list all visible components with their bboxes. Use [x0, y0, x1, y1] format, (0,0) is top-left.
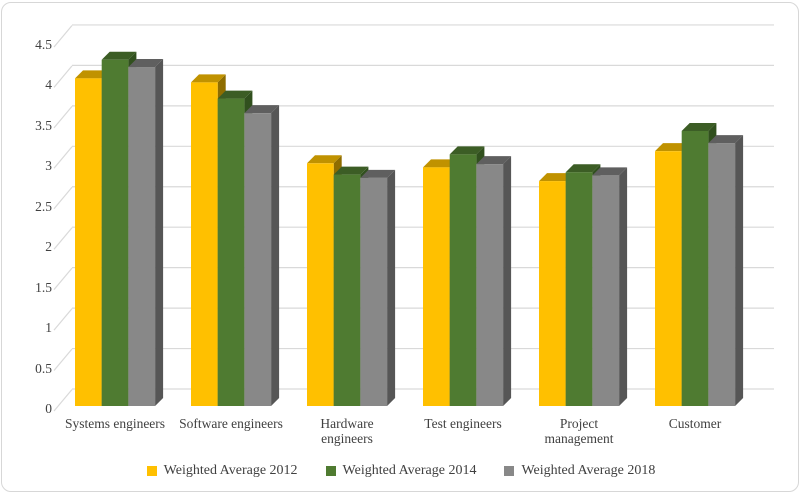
bar-side [619, 167, 628, 406]
bar-front [708, 143, 736, 406]
axis-depth-tick [53, 348, 73, 371]
bar-weighted-average-2018-3 [476, 156, 512, 406]
bar-top [565, 164, 601, 173]
bar-top [592, 167, 628, 176]
bar-front [565, 172, 593, 406]
bar-front [128, 67, 156, 407]
category-label: Software engineers [179, 416, 283, 431]
y-tick-label: 4.5 [35, 36, 52, 52]
bar-top [75, 70, 110, 79]
bar-top [655, 143, 690, 152]
axis-depth-tick [53, 267, 73, 291]
y-tick-label: 1 [45, 320, 52, 336]
axis-depth-tick [53, 65, 73, 88]
bar-front [655, 151, 682, 406]
bar-front [191, 82, 218, 407]
bar-side [155, 59, 164, 407]
axis-depth-tick [53, 25, 73, 48]
legend-swatch-icon [504, 466, 515, 476]
legend-label: Weighted Average 2014 [342, 463, 477, 478]
bar-top [539, 173, 574, 182]
axis-depth-tick [53, 308, 73, 331]
category-label: Test engineers [424, 416, 502, 431]
bar-front [75, 78, 102, 406]
bar-weighted-average-2018-5 [708, 135, 744, 406]
axis-depth-tick [53, 389, 73, 412]
bar-top [449, 146, 485, 155]
bar-side [503, 156, 512, 406]
bar-front [101, 59, 129, 407]
bar-top [128, 59, 164, 68]
bar-top [217, 90, 253, 99]
category-label: Customer [668, 416, 722, 431]
bar-weighted-average-2018-4 [592, 167, 628, 406]
axis-depth-tick [53, 146, 73, 169]
legend-item: Weighted Average 2018 [504, 463, 655, 479]
bar-top [307, 155, 342, 164]
bar-front [307, 163, 334, 406]
bar-front [360, 177, 388, 406]
bar-top [681, 122, 717, 131]
y-tick-label: 3 [45, 158, 52, 174]
bar-top [191, 74, 226, 83]
y-tick-label: 2 [45, 239, 52, 255]
legend-item: Weighted Average 2012 [146, 463, 298, 479]
y-tick-label: 0.5 [35, 360, 52, 376]
bar-weighted-average-2018-2 [360, 169, 396, 406]
bar-front [333, 174, 361, 406]
bar-top [708, 135, 744, 144]
bar-weighted-average-2018-1 [244, 105, 280, 406]
legend-label: Weighted Average 2012 [163, 463, 298, 478]
bar-front [681, 130, 709, 406]
axis-depth-tick [53, 186, 73, 210]
bar-top [423, 159, 458, 168]
legend-swatch-icon [325, 466, 336, 476]
bar-side [735, 135, 744, 406]
bar-top [476, 156, 512, 165]
axis-depth-tick [53, 227, 73, 250]
bar-top [360, 169, 396, 178]
category-label: Hardware engineers [320, 416, 374, 446]
bar-front [423, 167, 450, 406]
bar-front [539, 181, 566, 406]
legend-label: Weighted Average 2018 [521, 463, 656, 478]
bar-weighted-average-2018-0 [128, 59, 164, 407]
legend: Weighted Average 2012 Weighted Average 20… [2, 460, 798, 482]
bar-top [101, 51, 137, 60]
bar-front [217, 98, 245, 406]
y-tick-label: 1.5 [35, 279, 52, 295]
y-tick-label: 2.5 [35, 198, 52, 214]
bar-side [271, 105, 280, 406]
category-label: Systems engineers [64, 416, 166, 431]
bar-front [592, 175, 620, 406]
axis-depth-tick [53, 105, 73, 129]
legend-swatch-icon [146, 466, 157, 476]
bar-top [244, 105, 280, 114]
plot-area [53, 24, 774, 412]
y-tick-label: 3.5 [35, 117, 52, 133]
y-tick-label: 0 [45, 401, 52, 416]
bar-side [387, 169, 396, 406]
bar-top [333, 166, 369, 175]
bar-front [476, 164, 504, 406]
category-label: Project management [544, 416, 614, 446]
bar-front [449, 154, 477, 406]
legend-item: Weighted Average 2014 [325, 463, 477, 479]
y-tick-label: 4 [45, 77, 52, 93]
bar-front [244, 113, 272, 406]
